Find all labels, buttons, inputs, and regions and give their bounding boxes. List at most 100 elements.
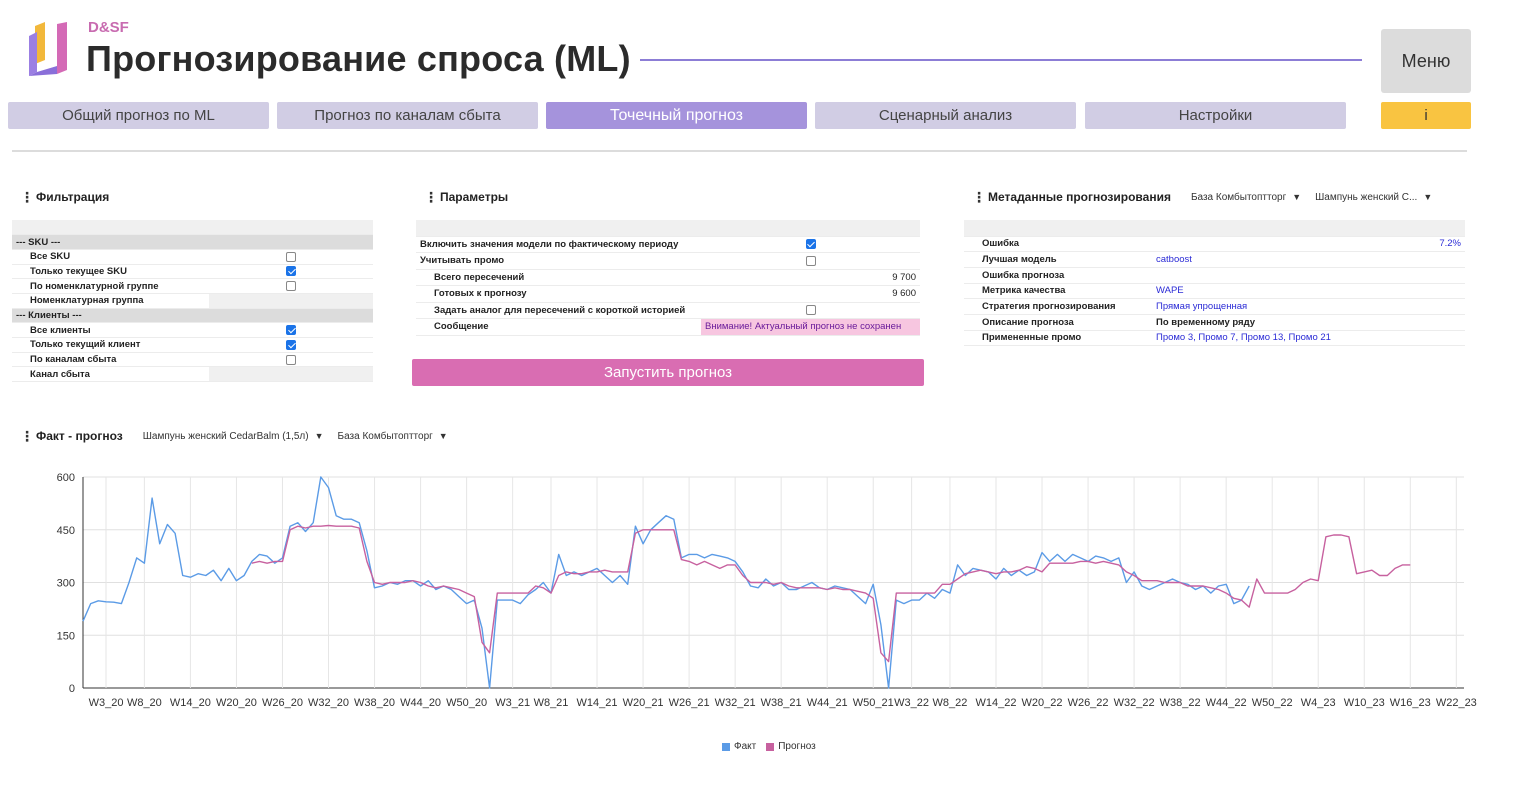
x-tick-label: W44_22 — [1206, 697, 1247, 709]
run-forecast-button[interactable]: Запустить прогноз — [412, 359, 924, 386]
x-tick-label: W50_21 — [853, 697, 894, 709]
kebab-menu-icon[interactable]: ⋮ — [20, 189, 34, 205]
title-underline — [640, 59, 1362, 61]
tab-point-forecast[interactable]: Точечный прогноз — [546, 102, 807, 129]
y-tick-label: 600 — [57, 472, 75, 484]
x-tick-label: W14_22 — [976, 697, 1017, 709]
chevron-down-icon: ▼ — [1292, 192, 1302, 202]
x-tick-label: W32_21 — [715, 697, 756, 709]
group-label: --- Клиенты --- — [12, 308, 209, 324]
param-label: Сообщение — [416, 318, 701, 336]
app-logo — [29, 22, 67, 76]
all-clients-checkbox[interactable] — [286, 325, 296, 336]
filter-label: Канал сбыта — [12, 366, 209, 383]
series-line-forecast — [251, 524, 1411, 663]
tab-scenario-analysis[interactable]: Сценарный анализ — [815, 102, 1076, 129]
sales-channel-field[interactable] — [209, 366, 373, 383]
error-value: 7.2% — [1152, 236, 1465, 253]
set-analog-checkbox[interactable] — [805, 305, 816, 316]
y-tick-label: 300 — [57, 578, 75, 590]
meta-label: Лучшая модель — [964, 251, 1152, 268]
info-button[interactable]: i — [1381, 102, 1471, 129]
client-dropdown[interactable]: База Комбытоптторг ▼ — [1191, 192, 1301, 203]
params-table: Включить значения модели по фактическому… — [416, 220, 920, 336]
x-tick-label: W14_20 — [170, 697, 211, 709]
all-sku-checkbox[interactable] — [286, 251, 296, 262]
filtration-header: ⋮ Фильтрация — [20, 190, 109, 204]
y-tick-label: 0 — [69, 683, 75, 695]
description-value: По временному ряду — [1152, 314, 1465, 331]
sales-channels-checkbox[interactable] — [286, 354, 296, 365]
params-title: Параметры — [440, 190, 509, 204]
dropdown-value: База Комбытоптторг — [337, 430, 433, 442]
param-label: Задать аналог для пересечений с короткой… — [416, 302, 701, 319]
sku-dropdown[interactable]: Шампунь женский С... ▼ — [1315, 192, 1432, 203]
tab-settings[interactable]: Настройки — [1085, 102, 1346, 129]
tab-sales-channels[interactable]: Прогноз по каналам сбыта — [277, 102, 538, 129]
legend-swatch — [766, 742, 775, 751]
forecast-error-value — [1152, 267, 1465, 284]
x-tick-label: W32_22 — [1114, 697, 1155, 709]
x-tick-label: W3_20 — [89, 697, 124, 709]
filter-group-clients: --- Клиенты --- — [12, 308, 373, 324]
filter-label: По каналам сбыта — [12, 352, 209, 368]
current-sku-checkbox[interactable] — [286, 266, 296, 277]
filter-label: По номенклатурной группе — [12, 278, 209, 294]
meta-table: Ошибка 7.2% Лучшая модель catboost Ошибка … — [964, 220, 1465, 347]
chevron-down-icon: ▼ — [314, 431, 324, 441]
filter-row: Канал сбыта — [12, 366, 373, 383]
metric-value: WAPE — [1152, 283, 1465, 300]
x-tick-label: W50_20 — [446, 697, 487, 709]
client-dropdown[interactable]: База Комбытоптторг ▼ — [338, 431, 448, 442]
filter-label: Только текущий клиент — [12, 337, 209, 353]
nomenclature-group-field[interactable] — [209, 293, 373, 309]
menu-button[interactable]: Меню — [1381, 29, 1471, 93]
ready-to-forecast-value: 9 600 — [701, 285, 920, 303]
filtration-title: Фильтрация — [36, 190, 110, 204]
legend-label: Факт — [734, 741, 757, 752]
kebab-menu-icon[interactable]: ⋮ — [424, 189, 438, 205]
best-model-value: catboost — [1152, 251, 1465, 268]
applied-promo-value: Промо 3, Промо 7, Промо 13, Промо 21 — [1152, 330, 1465, 347]
include-model-values-checkbox[interactable] — [805, 239, 816, 250]
chart-header: ⋮ Факт - прогноз Шампунь женский CedarBa… — [20, 429, 448, 443]
x-tick-label: W44_21 — [807, 697, 848, 709]
chart-title: Факт - прогноз — [36, 429, 123, 443]
x-tick-label: W38_20 — [354, 697, 395, 709]
x-tick-label: W20_20 — [216, 697, 257, 709]
filter-row: По каналам сбыта — [12, 352, 373, 368]
current-client-checkbox[interactable] — [286, 339, 296, 350]
fact-forecast-chart[interactable]: 0 150 300 450 600 W3_20 W8_20 W14_20 W20_20 W26_2… — [0, 460, 1536, 770]
message-value: Внимание! Актуальный прогноз не сохранен — [701, 318, 920, 336]
legend-label: Прогноз — [778, 741, 816, 752]
filter-label: Номенклатурная группа — [12, 293, 209, 309]
meta-title: Метаданные прогнозирования — [988, 190, 1171, 204]
strategy-value: Прямая упрощенная — [1152, 298, 1465, 315]
legend-item-fact[interactable]: Факт — [722, 741, 756, 752]
x-tick-label: W8_21 — [534, 697, 569, 709]
x-tick-label: W8_22 — [933, 697, 968, 709]
filter-label: Все клиенты — [12, 322, 209, 338]
x-tick-label: W38_22 — [1160, 697, 1201, 709]
x-tick-label: W20_22 — [1022, 697, 1063, 709]
meta-label: Описание прогноза — [964, 314, 1152, 331]
meta-label: Ошибка — [964, 236, 1152, 253]
kebab-menu-icon[interactable]: ⋮ — [20, 428, 34, 444]
sku-dropdown[interactable]: Шампунь женский CedarBalm (1,5л) ▼ — [143, 431, 324, 442]
legend-item-forecast[interactable]: Прогноз — [766, 741, 816, 752]
x-tick-label: W26_22 — [1068, 697, 1109, 709]
kebab-menu-icon[interactable]: ⋮ — [972, 189, 986, 205]
x-tick-label: W20_21 — [623, 697, 664, 709]
x-tick-label: W4_23 — [1301, 697, 1336, 709]
meta-label: Метрика качества — [964, 283, 1152, 300]
consider-promo-checkbox[interactable] — [805, 255, 816, 266]
tab-ml-overall[interactable]: Общий прогноз по ML — [8, 102, 269, 129]
meta-label: Ошибка прогноза — [964, 267, 1152, 284]
total-intersections-value: 9 700 — [701, 269, 920, 286]
filter-row: Только текущий клиент — [12, 337, 373, 353]
x-tick-label: W26_20 — [262, 697, 303, 709]
nomenclature-group-checkbox[interactable] — [286, 281, 296, 292]
group-label: --- SKU --- — [12, 234, 209, 250]
filter-row: По номенклатурной группе — [12, 278, 373, 294]
meta-label: Стратегия прогнозирования — [964, 298, 1152, 315]
